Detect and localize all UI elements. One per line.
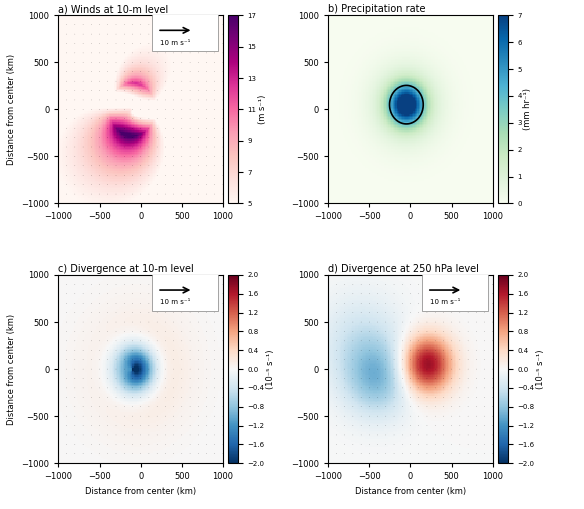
FancyBboxPatch shape <box>152 13 218 51</box>
Y-axis label: (10⁻⁵ s⁻¹): (10⁻⁵ s⁻¹) <box>536 349 545 389</box>
FancyBboxPatch shape <box>422 273 488 311</box>
Text: b) Precipitation rate: b) Precipitation rate <box>328 5 426 14</box>
Text: 10 m s⁻¹: 10 m s⁻¹ <box>160 40 190 46</box>
Y-axis label: (10⁻⁵ s⁻¹): (10⁻⁵ s⁻¹) <box>266 349 275 389</box>
Text: d) Divergence at 250 hPa level: d) Divergence at 250 hPa level <box>328 264 479 274</box>
Text: 10 m s⁻¹: 10 m s⁻¹ <box>160 40 190 46</box>
Text: 10 m s⁻¹: 10 m s⁻¹ <box>430 299 460 305</box>
Y-axis label: (mm hr⁻¹): (mm hr⁻¹) <box>523 89 532 130</box>
Y-axis label: Distance from center (km): Distance from center (km) <box>7 54 16 165</box>
X-axis label: Distance from center (km): Distance from center (km) <box>355 487 466 496</box>
Text: 10 m s⁻¹: 10 m s⁻¹ <box>430 299 460 305</box>
X-axis label: Distance from center (km): Distance from center (km) <box>85 487 196 496</box>
Text: a) Winds at 10-m level: a) Winds at 10-m level <box>58 5 169 14</box>
Text: 10 m s⁻¹: 10 m s⁻¹ <box>160 299 190 305</box>
Y-axis label: (m s⁻¹): (m s⁻¹) <box>258 95 267 124</box>
Text: c) Divergence at 10-m level: c) Divergence at 10-m level <box>58 264 194 274</box>
FancyBboxPatch shape <box>152 273 218 311</box>
Y-axis label: Distance from center (km): Distance from center (km) <box>7 314 16 425</box>
Text: 10 m s⁻¹: 10 m s⁻¹ <box>160 299 190 305</box>
